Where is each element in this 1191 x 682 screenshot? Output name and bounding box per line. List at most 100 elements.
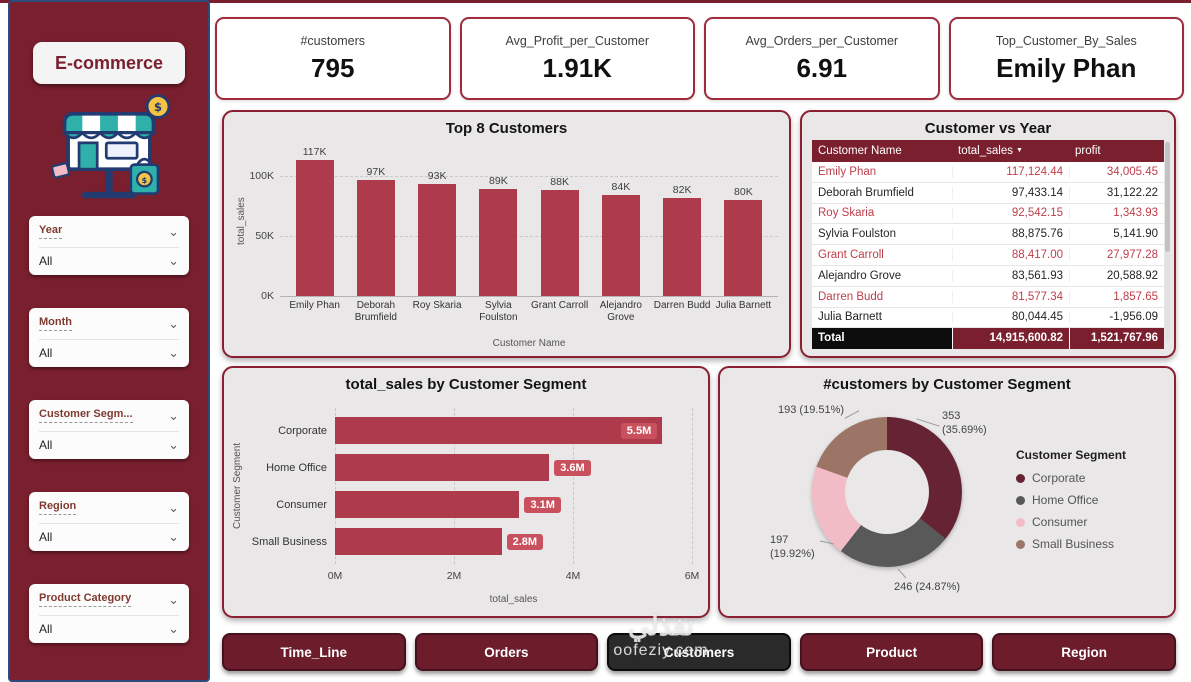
legend-item-home-office[interactable]: Home Office [1016, 493, 1168, 507]
kpi-top-customer-card: Top_Customer_By_Sales Emily Phan [948, 17, 1184, 100]
nav-customers-button[interactable]: Customers [607, 633, 791, 671]
bar-column[interactable]: 80K [713, 146, 773, 296]
filter-year: Year ⌄ All ⌄ [29, 216, 189, 275]
donut-label-small-business: 193 (19.51%) [778, 404, 845, 416]
legend-label: Corporate [1032, 471, 1086, 485]
scrollbar-thumb[interactable] [1165, 142, 1170, 252]
legend-items: Corporate Home Office Consumer Small Busine… [1016, 471, 1168, 551]
chevron-down-icon[interactable]: ⌄ [168, 437, 179, 452]
gridline [573, 408, 574, 564]
kpi-label: Avg_Profit_per_Customer [505, 33, 650, 48]
x-category-labels: Emily Phan Deborah Brumfield Roy Skaria Syl… [280, 300, 778, 324]
nav-orders-button[interactable]: Orders [414, 633, 599, 671]
bar-column[interactable]: 88K [530, 146, 590, 296]
filter-header: Product Category ⌄ [39, 592, 179, 607]
y-tick-label: 50K [255, 230, 274, 242]
svg-text:$: $ [154, 100, 162, 114]
table-row[interactable]: Emily Phan 117,124.44 34,005.45 [812, 162, 1164, 183]
x-category-label: Alejandro Grove [599, 300, 642, 323]
filter-year-dropdown[interactable]: All ⌄ [39, 247, 179, 268]
bar-value-label: 97K [366, 166, 386, 178]
sidebar: E-commerce [8, 0, 210, 682]
bar[interactable]: 3.6M [335, 454, 591, 481]
bar-column[interactable]: 84K [591, 146, 651, 296]
filter-region-dropdown[interactable]: All ⌄ [39, 523, 179, 544]
cell-profit: 5,141.90 [1069, 228, 1164, 241]
column-header-profit[interactable]: profit [1075, 145, 1101, 157]
bar[interactable]: 5.5M [335, 417, 663, 444]
bar[interactable] [356, 180, 395, 296]
bar-value-label: 93K [427, 170, 447, 182]
bar-column[interactable]: 93K [407, 146, 467, 296]
bar[interactable] [601, 195, 640, 296]
chart-title: #customers by Customer Segment [823, 376, 1071, 393]
x-axis-line: 0K [261, 290, 778, 302]
cell-total_sales: 97,433.14 [952, 186, 1069, 199]
legend-item-small-business[interactable]: Small Business [1016, 537, 1168, 551]
segment-bar-row: Consumer 3.1M [276, 486, 692, 523]
chevron-down-icon[interactable]: ⌄ [168, 315, 179, 331]
table-row[interactable]: Alejandro Grove 83,561.93 20,588.92 [812, 265, 1164, 287]
cell-name: Roy Skaria [818, 207, 875, 220]
nav-region-button[interactable]: Region [992, 633, 1176, 671]
bar[interactable] [663, 198, 702, 296]
segment-bars: Corporate 5.5M Home Office 3.6M Consumer 3.1M… [252, 412, 692, 560]
chevron-down-icon[interactable]: ⌄ [168, 591, 179, 607]
chevron-down-icon[interactable]: ⌄ [168, 621, 179, 636]
nav-product-button[interactable]: Product [799, 633, 984, 671]
chevron-down-icon[interactable]: ⌄ [168, 529, 179, 544]
filter-value: All [39, 254, 53, 268]
legend-item-consumer[interactable]: Consumer [1016, 515, 1168, 529]
total-cell-profit: 1,521,767.96 [1069, 328, 1164, 350]
table-scrollbar[interactable] [1165, 142, 1170, 342]
filter-product-category-dropdown[interactable]: All ⌄ [39, 615, 179, 636]
gridline: 50K [255, 230, 778, 242]
table-row[interactable]: Grant Carroll 88,417.00 27,977.28 [812, 245, 1164, 266]
stand-pole [105, 166, 113, 192]
table-row[interactable]: Darren Budd 81,577.34 1,857.65 [812, 286, 1164, 308]
gridline [454, 408, 455, 564]
donut-chart[interactable] [812, 417, 962, 567]
bar-column[interactable]: 97K [346, 146, 406, 296]
table-row[interactable]: Deborah Brumfield 97,433.14 31,122.22 [812, 182, 1164, 204]
table-row[interactable]: Sylvia Foulston 88,875.76 5,141.90 [812, 224, 1164, 246]
bar[interactable] [479, 189, 518, 296]
chart-title: Top 8 Customers [445, 120, 568, 137]
legend-item-corporate[interactable]: Corporate [1016, 471, 1168, 485]
chevron-down-icon[interactable]: ⌄ [168, 345, 179, 360]
cell-name: Emily Phan [818, 165, 877, 178]
x-tick-label: 0M [327, 570, 343, 582]
table-row[interactable]: Roy Skaria 92,542.15 1,343.93 [812, 203, 1164, 225]
filter-label: Customer Segm... [39, 408, 133, 423]
chevron-down-icon[interactable]: ⌄ [168, 253, 179, 268]
chevron-down-icon[interactable]: ⌄ [168, 499, 179, 515]
filter-month-dropdown[interactable]: All ⌄ [39, 339, 179, 360]
bar[interactable] [724, 200, 763, 296]
table-title: Customer vs Year [924, 120, 1052, 137]
filter-region: Region ⌄ All ⌄ [29, 492, 189, 551]
chevron-down-icon[interactable]: ⌄ [168, 223, 179, 239]
bar[interactable] [418, 184, 457, 296]
x-category-label: Darren Budd [653, 300, 711, 311]
table-row[interactable]: Julia Barnett 80,044.45 -1,956.09 [812, 307, 1164, 329]
y-category-label: Consumer [276, 498, 327, 511]
x-tick-label: 4M [565, 570, 581, 582]
gridline: 100K [249, 170, 778, 182]
bar-column[interactable]: 117K [285, 146, 345, 296]
bar-column[interactable]: 82K [652, 146, 712, 296]
bar[interactable]: 3.1M [335, 491, 561, 518]
bar-column[interactable]: 89K [468, 146, 528, 296]
legend-label: Consumer [1032, 515, 1088, 529]
bar[interactable] [540, 190, 579, 296]
bar[interactable] [295, 160, 334, 296]
x-category-label: Roy Skaria [412, 300, 462, 311]
column-header-customer-name[interactable]: Customer Name [818, 145, 902, 157]
chevron-down-icon[interactable]: ⌄ [168, 407, 179, 423]
filter-customer-segm-dropdown[interactable]: All ⌄ [39, 431, 179, 452]
bar[interactable]: 2.8M [335, 528, 544, 555]
column-header-total-sales[interactable]: total_sales ▼ [958, 145, 1023, 157]
nav-time-line-button[interactable]: Time_Line [222, 633, 406, 671]
filter-header: Year ⌄ [39, 224, 179, 239]
label-leader-line [844, 410, 860, 419]
